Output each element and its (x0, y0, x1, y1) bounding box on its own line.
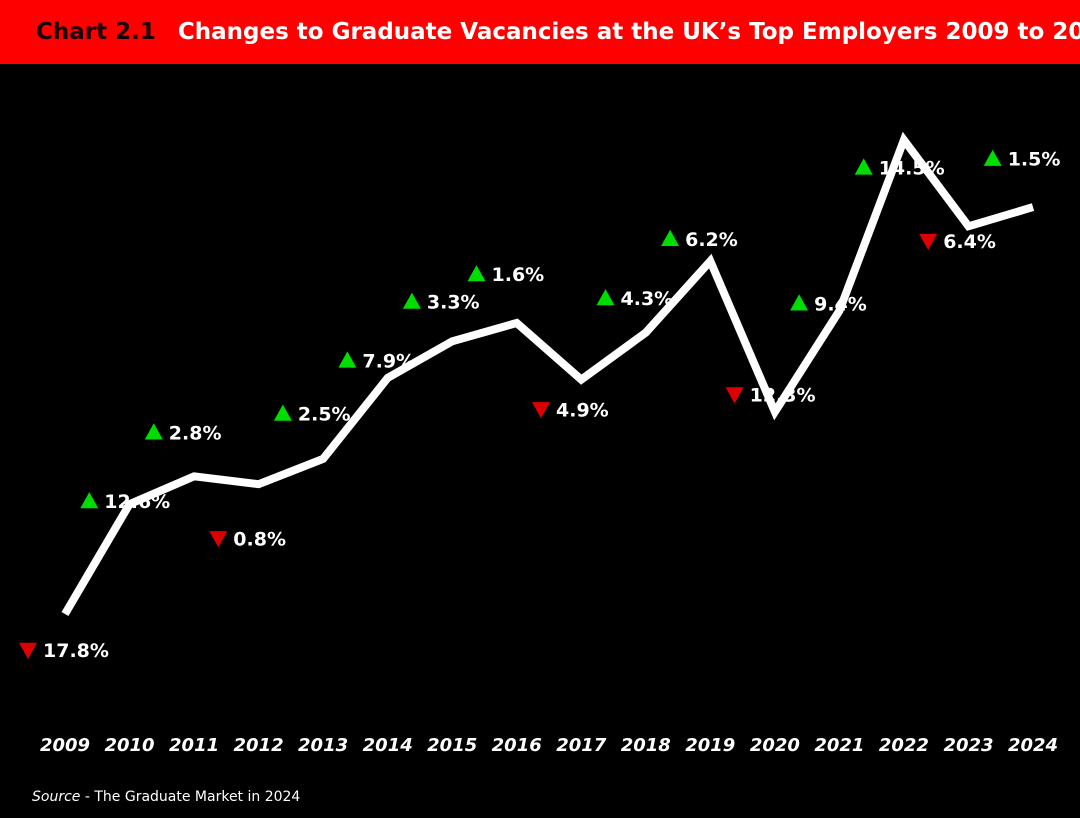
x-tick-label-2024: 2024 (1008, 735, 1058, 756)
annotation-2011: 2.8% (144, 422, 222, 444)
x-tick-label-2022: 2022 (879, 735, 929, 756)
x-tick-label-2010: 2010 (104, 735, 154, 756)
increase-marker-icon (338, 351, 357, 368)
increase-marker-icon (273, 404, 292, 421)
x-tick-label-2011: 2011 (169, 735, 219, 756)
increase-marker-icon (661, 229, 680, 246)
increase-marker-icon (790, 294, 809, 311)
annotation-2024: 1.5% (983, 149, 1061, 171)
decrease-marker-icon (19, 642, 37, 659)
change-label-2015: 3.3% (427, 292, 480, 314)
change-annotations: 17.8%12.6%2.8%0.8%2.5%7.9%3.3%1.6%4.9%4.… (19, 149, 1060, 662)
increase-marker-icon (596, 289, 615, 306)
chart-number-label: Chart 2.1 (36, 19, 156, 45)
source-label: Source (32, 789, 81, 805)
annotation-2013: 2.5% (273, 404, 351, 426)
x-tick-label-2012: 2012 (234, 735, 284, 756)
x-axis-ticks: 2009 2010 2011 2012 2013 2014 2015 2016 2017 2018… (40, 735, 1058, 756)
series-line (61, 131, 1035, 617)
x-tick-label-2009: 2009 (40, 735, 90, 756)
chart-title: Changes to Graduate Vacancies at the UK’… (177, 19, 1080, 45)
increase-marker-icon (854, 158, 873, 175)
increase-marker-icon (80, 492, 99, 509)
x-tick-label-2014: 2014 (363, 735, 413, 756)
x-tick-label-2023: 2023 (943, 735, 993, 756)
increase-marker-icon (144, 423, 163, 440)
change-label-2024: 1.5% (1008, 149, 1061, 171)
source-note: Source - The Graduate Market in 2024 (32, 789, 300, 805)
line-chart: 17.8%12.6%2.8%0.8%2.5%7.9%3.3%1.6%4.9%4.… (19, 131, 1060, 756)
x-tick-label-2020: 2020 (750, 735, 800, 756)
annotation-2021: 9.4% (790, 293, 867, 315)
decrease-marker-icon (532, 402, 550, 419)
change-label-2013: 2.5% (298, 404, 351, 426)
annotation-2015: 3.3% (402, 292, 480, 314)
increase-marker-icon (467, 265, 486, 282)
x-tick-label-2016: 2016 (492, 735, 542, 756)
x-tick-label-2018: 2018 (621, 735, 671, 756)
increase-marker-icon (402, 292, 421, 309)
annotation-2019: 6.2% (661, 229, 738, 251)
x-tick-label-2015: 2015 (427, 735, 477, 756)
x-tick-label-2019: 2019 (685, 735, 735, 756)
change-label-2012: 0.8% (233, 528, 286, 550)
decrease-marker-icon (209, 531, 228, 548)
change-label-2023: 6.4% (943, 231, 996, 253)
x-tick-label-2013: 2013 (298, 735, 348, 756)
change-label-2011: 2.8% (169, 422, 222, 444)
change-label-2019: 6.2% (685, 229, 738, 251)
change-label-2009: 17.8% (43, 640, 109, 662)
chart-header: Chart 2.1 Changes to Graduate Vacancies … (0, 0, 1080, 64)
change-label-2016: 1.6% (492, 264, 545, 286)
annotation-2018: 4.3% (596, 288, 674, 310)
change-label-2018: 4.3% (621, 288, 674, 310)
annotation-2009: 17.8% (19, 640, 109, 662)
increase-marker-icon (983, 149, 1002, 166)
x-tick-label-2021: 2021 (814, 735, 864, 756)
annotation-2016: 1.6% (467, 264, 545, 286)
annotation-2017: 4.9% (532, 399, 609, 421)
decrease-marker-icon (919, 233, 938, 251)
annotation-2012: 0.8% (209, 528, 286, 550)
change-label-2017: 4.9% (556, 399, 609, 421)
annotation-2023: 6.4% (919, 231, 996, 253)
source-text: - The Graduate Market in 2024 (80, 789, 301, 805)
x-tick-label-2017: 2017 (556, 735, 607, 756)
decrease-marker-icon (725, 387, 744, 404)
